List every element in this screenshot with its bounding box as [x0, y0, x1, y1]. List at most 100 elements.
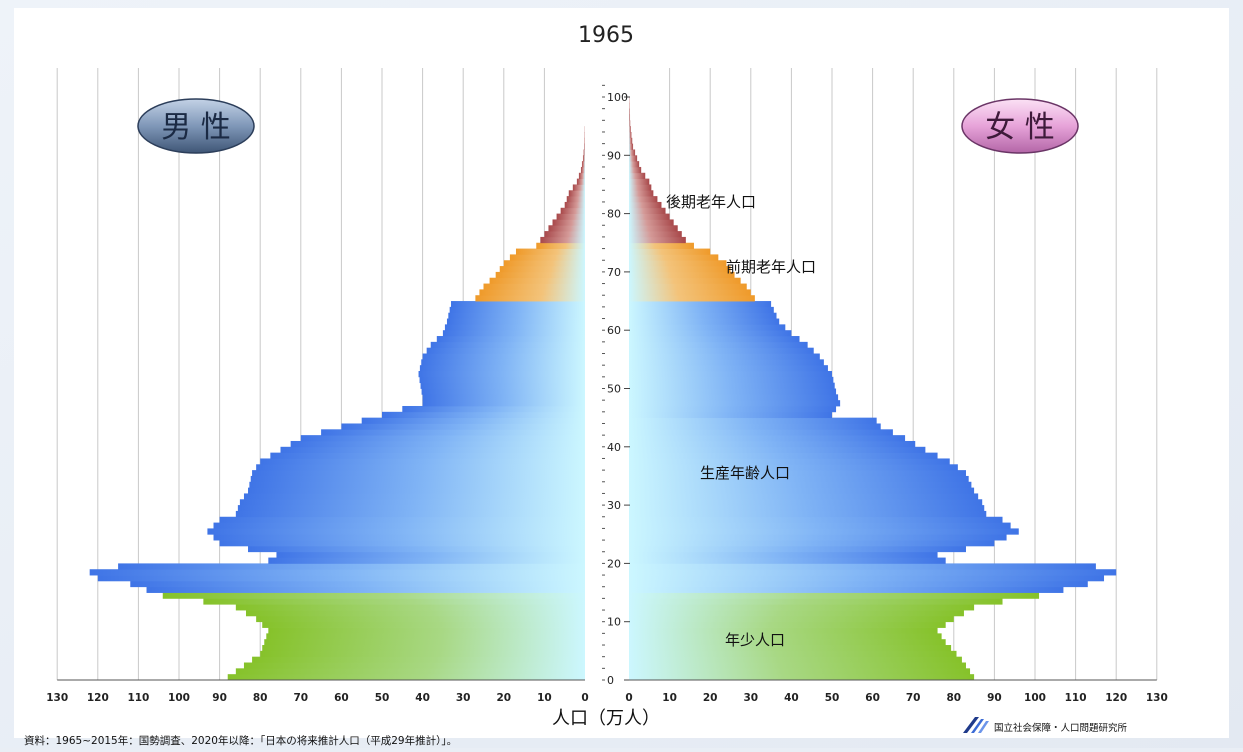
- male-bar-age-67: [484, 284, 586, 290]
- female-bar-age-48: [629, 394, 838, 400]
- male-bar-age-27: [220, 517, 585, 523]
- female-bar-age-75: [629, 237, 686, 243]
- male-bar-age-13: [203, 598, 585, 604]
- x-tick-label-female-70: 70: [906, 692, 921, 704]
- male-bar-age-79: [557, 214, 585, 220]
- male-bar-age-60: [445, 324, 585, 330]
- male-bar-age-17: [98, 575, 585, 581]
- x-tick-label-male-130: 130: [46, 692, 68, 704]
- male-badge-label: 男 性: [161, 110, 231, 145]
- male-bar-age-82: [567, 196, 585, 202]
- female-bar-age-4: [629, 651, 957, 657]
- male-bar-age-69: [496, 272, 585, 278]
- male-bar-age-72: [510, 254, 585, 260]
- age-tick-label-30: 30: [607, 499, 621, 512]
- male-bar-age-33: [249, 482, 585, 488]
- female-bar-age-80: [629, 208, 666, 214]
- female-bar-age-98: [629, 103, 630, 109]
- age-tick-label-0: 0: [607, 674, 614, 687]
- male-bar-age-5: [262, 645, 585, 651]
- female-bar-age-86: [629, 173, 645, 179]
- female-bar-age-3: [629, 657, 962, 663]
- male-bar-age-87: [581, 167, 585, 173]
- female-bar-age-90: [629, 149, 635, 155]
- female-bar-age-6: [629, 639, 946, 645]
- age-group-label-late-old: 後期老年人口: [666, 193, 756, 211]
- male-bar-age-21: [276, 552, 585, 558]
- female-bar-age-34: [629, 476, 969, 482]
- female-bar-age-50: [629, 383, 835, 389]
- female-bar-age-43: [629, 423, 881, 429]
- x-tick-label-male-20: 20: [496, 692, 511, 704]
- female-bar-age-33: [629, 482, 971, 488]
- male-bar-age-91: [584, 144, 585, 150]
- female-bar-age-65: [629, 295, 755, 301]
- male-bar-age-64: [451, 301, 585, 307]
- female-bar-age-77: [629, 225, 678, 231]
- male-bar-age-80: [561, 208, 585, 214]
- x-tick-label-male-40: 40: [415, 692, 430, 704]
- male-bar-age-63: [450, 307, 585, 313]
- x-axis-title: 人口（万人）: [552, 708, 660, 729]
- male-bar-age-66: [479, 289, 585, 295]
- x-tick-label-female-30: 30: [743, 692, 758, 704]
- female-bar-age-71: [629, 260, 726, 266]
- male-bar-age-73: [516, 249, 585, 255]
- female-bar-age-35: [629, 470, 966, 476]
- male-bar-age-38: [270, 453, 585, 459]
- female-bar-age-28: [629, 511, 986, 517]
- x-tick-label-male-30: 30: [456, 692, 471, 704]
- female-bar-age-40: [629, 441, 915, 447]
- x-tick-label-male-60: 60: [334, 692, 349, 704]
- male-bar-age-7: [266, 633, 585, 639]
- male-bar-age-55: [423, 354, 585, 360]
- male-bar-age-20: [268, 558, 585, 564]
- age-group-label-working: 生産年齢人口: [700, 464, 790, 482]
- male-bar-age-61: [447, 319, 585, 325]
- male-bar-age-85: [577, 179, 585, 185]
- male-bar-age-10: [256, 616, 585, 622]
- male-badge: 男 性: [138, 99, 254, 153]
- x-tick-label-male-10: 10: [537, 692, 552, 704]
- female-bar-age-30: [629, 499, 982, 505]
- male-bar-age-56: [427, 348, 585, 354]
- male-bar-age-30: [240, 499, 585, 505]
- male-bar-age-70: [500, 266, 585, 272]
- male-bar-age-81: [565, 202, 585, 208]
- female-bar-age-85: [629, 179, 649, 185]
- male-bar-age-92: [584, 138, 585, 144]
- female-bar-age-73: [629, 249, 710, 255]
- male-bar-age-29: [238, 505, 585, 511]
- male-bar-age-68: [490, 278, 585, 284]
- male-bar-age-46: [402, 406, 585, 412]
- female-bar-age-9: [629, 622, 946, 628]
- male-bar-age-52: [419, 371, 585, 377]
- male-bar-age-12: [236, 604, 585, 610]
- male-bar-age-28: [236, 511, 585, 517]
- female-bar-age-21: [629, 552, 938, 558]
- female-bar-age-60: [629, 324, 785, 330]
- female-badge: 女 性: [962, 99, 1078, 153]
- female-bar-age-55: [629, 354, 820, 360]
- male-bar-age-90: [584, 149, 585, 155]
- age-tick-label-40: 40: [607, 441, 621, 454]
- female-bar-age-19: [629, 563, 1096, 569]
- female-bar-age-93: [629, 132, 631, 138]
- male-bar-age-83: [569, 190, 585, 196]
- female-bar-age-47: [629, 400, 840, 406]
- female-bar-age-46: [629, 406, 836, 412]
- x-tick-label-female-120: 120: [1105, 692, 1127, 704]
- female-bar-age-26: [629, 523, 1011, 529]
- female-bar-age-84: [629, 184, 651, 190]
- female-badge-label: 女 性: [985, 110, 1055, 145]
- male-bar-age-45: [382, 412, 585, 418]
- male-bar-age-24: [214, 534, 585, 540]
- female-bar-age-31: [629, 493, 978, 499]
- male-bar-age-36: [256, 464, 585, 470]
- x-tick-label-female-20: 20: [703, 692, 718, 704]
- female-bar-age-64: [629, 301, 771, 307]
- male-bar-age-37: [260, 458, 585, 464]
- male-bar-age-71: [504, 260, 585, 266]
- x-tick-label-male-50: 50: [375, 692, 390, 704]
- male-bar-age-22: [248, 546, 585, 552]
